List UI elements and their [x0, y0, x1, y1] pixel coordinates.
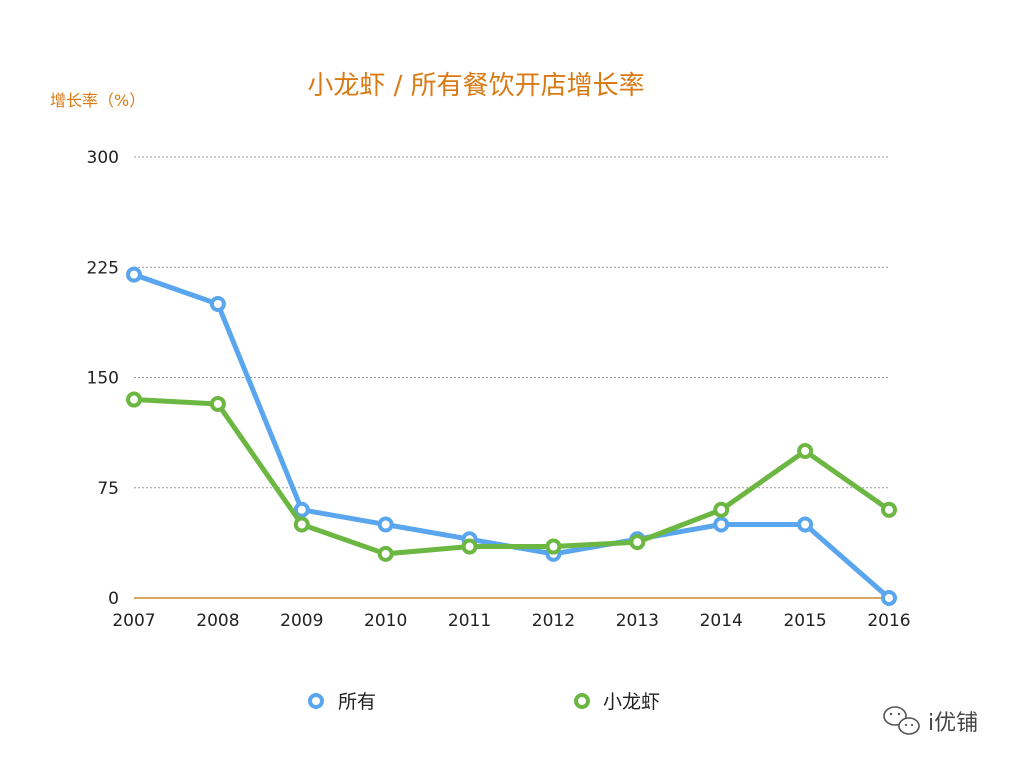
y-tick-labels: 0 75 150 225 300: [87, 148, 119, 609]
legend-item-all: 所有: [308, 691, 376, 713]
data-point: [209, 296, 226, 312]
x-tick-label: 2012: [532, 611, 575, 631]
data-point: [126, 266, 142, 283]
chart-title: 小龙虾 / 所有餐饮开店增长率: [307, 71, 644, 101]
y-tick-label: 225: [87, 258, 119, 278]
legend-item-crayfish: 小龙虾: [574, 691, 660, 713]
data-point: [881, 590, 897, 606]
y-tick-label: 150: [87, 369, 119, 389]
data-point: [209, 395, 226, 412]
x-tick-label: 2011: [448, 611, 491, 631]
wechat-icon: [883, 706, 920, 735]
y-tick-label: 0: [108, 589, 119, 609]
legend-marker-crayfish: [574, 693, 590, 709]
data-point: [293, 501, 310, 518]
x-tick-label: 2014: [700, 611, 743, 631]
data-point: [377, 516, 394, 533]
legend: 所有 小龙虾: [308, 691, 660, 713]
y-tick-label: 300: [87, 148, 119, 168]
x-tick-label: 2015: [783, 611, 826, 631]
data-point: [797, 443, 814, 459]
series-line: [131, 272, 892, 601]
x-tick-label: 2013: [616, 611, 659, 631]
data-point: [713, 501, 730, 518]
data-point: [461, 538, 478, 555]
legend-label-all: 所有: [338, 691, 376, 713]
watermark: i优铺: [883, 706, 978, 736]
x-tick-labels: 2007 2008 2009 2010 2011 2012 2013 2014 2015 2016: [112, 611, 910, 631]
data-point: [797, 516, 814, 533]
data-point: [126, 391, 142, 408]
grid-lines: [134, 156, 889, 489]
data-point: [545, 538, 562, 555]
x-tick-label: 2016: [867, 611, 910, 631]
series-lines: [126, 266, 897, 606]
series-1: [126, 391, 897, 562]
data-point: [629, 534, 646, 551]
y-tick-label: 75: [97, 479, 119, 499]
watermark-text: i优铺: [928, 711, 978, 736]
data-point: [293, 516, 310, 533]
legend-label-crayfish: 小龙虾: [603, 691, 660, 713]
data-point: [881, 501, 897, 518]
series-line: [131, 397, 892, 557]
data-point: [713, 516, 730, 533]
x-tick-label: 2009: [280, 611, 323, 631]
x-tick-label: 2010: [364, 611, 407, 631]
x-tick-label: 2008: [196, 611, 239, 631]
y-axis-label: 增长率（%）: [50, 91, 145, 110]
data-point: [377, 545, 394, 562]
legend-marker-all: [308, 693, 324, 709]
x-tick-label: 2007: [112, 611, 155, 631]
